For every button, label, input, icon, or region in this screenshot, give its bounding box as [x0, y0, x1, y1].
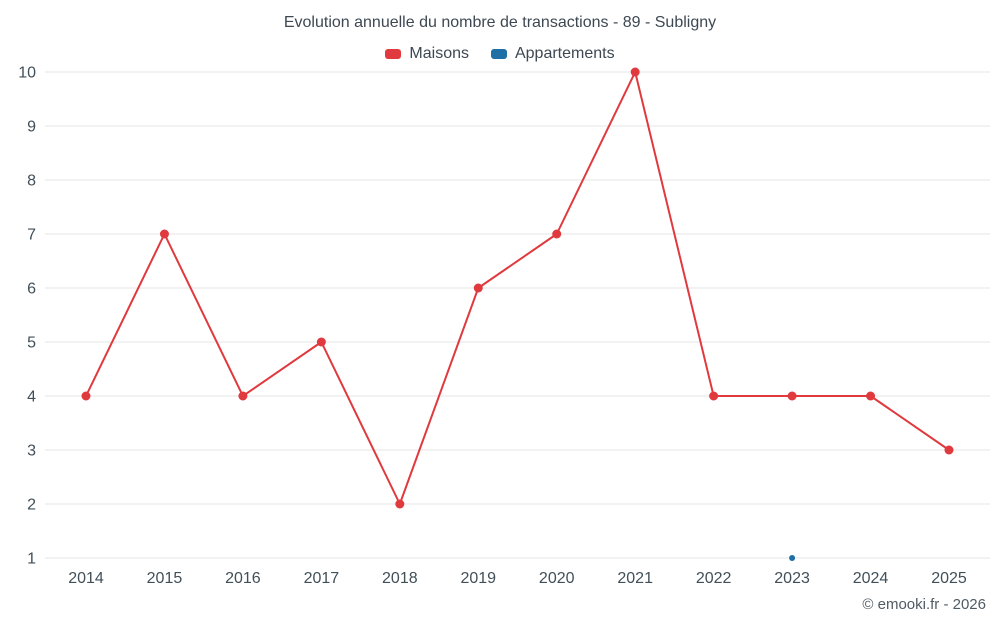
x-tick-label: 2015 [147, 570, 183, 587]
y-tick-label: 6 [27, 281, 36, 298]
data-point-appartements [789, 555, 796, 561]
x-tick-label: 2020 [539, 570, 575, 587]
legend-swatch-appartements-icon [490, 49, 507, 59]
x-tick-label: 2014 [68, 570, 104, 587]
y-tick-label: 3 [27, 443, 36, 460]
legend-item-appartements[interactable]: Appartements [490, 45, 615, 63]
x-tick-label: 2021 [617, 570, 653, 587]
y-tick-label: 1 [27, 551, 36, 568]
data-point-maisons [81, 391, 91, 401]
data-point-maisons [944, 445, 954, 455]
y-tick-label: 2 [27, 497, 36, 514]
x-tick-label: 2017 [304, 570, 340, 587]
data-point-maisons [630, 67, 640, 77]
chart-title: Evolution annuelle du nombre de transact… [283, 14, 717, 31]
y-tick-label: 9 [27, 119, 36, 136]
y-tick-label: 5 [27, 335, 36, 352]
data-point-maisons [159, 229, 169, 239]
x-tick-label: 2018 [382, 570, 418, 587]
y-tick-label: 10 [18, 65, 36, 82]
legend-label-appartements: Appartements [514, 45, 615, 62]
legend-swatch-maisons-icon [385, 49, 402, 59]
data-point-maisons [395, 499, 405, 509]
data-point-maisons [552, 229, 562, 239]
y-tick-label: 8 [27, 173, 36, 190]
x-tick-label: 2023 [774, 570, 810, 587]
data-point-maisons [866, 391, 876, 401]
data-point-maisons [473, 283, 483, 293]
chart-legend: Maisons Appartements [0, 45, 1000, 63]
x-tick-label: 2024 [853, 570, 889, 587]
y-tick-label: 4 [27, 389, 36, 406]
x-tick-label: 2025 [931, 570, 967, 587]
series-line-maisons [85, 71, 950, 505]
x-tick-label: 2016 [225, 570, 261, 587]
data-point-maisons [316, 337, 326, 347]
data-point-maisons [709, 391, 719, 401]
data-point-maisons [238, 391, 248, 401]
y-tick-label: 7 [27, 227, 36, 244]
legend-label-maisons: Maisons [409, 45, 469, 62]
x-tick-label: 2022 [696, 570, 732, 587]
x-tick-label: 2019 [460, 570, 496, 587]
data-point-maisons [787, 391, 797, 401]
copyright-text: © emooki.fr - 2026 [862, 596, 986, 613]
legend-item-maisons[interactable]: Maisons [385, 45, 469, 63]
